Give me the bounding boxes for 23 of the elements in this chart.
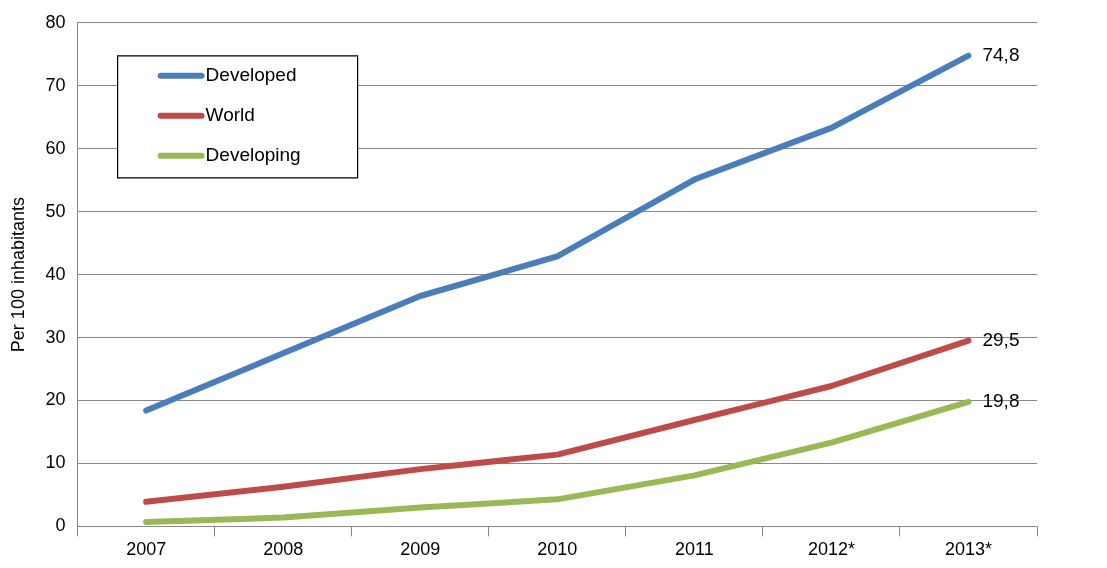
x-tick-label: 2012* (807, 539, 855, 560)
y-tick-label: 70 (45, 74, 66, 95)
y-tick-label: 50 (45, 200, 66, 221)
data-label: 74,8 (982, 43, 1020, 65)
x-tick-label: 2008 (263, 539, 304, 560)
legend-label: Developing (205, 144, 301, 166)
y-tick-label: 0 (55, 515, 66, 536)
x-tick-label: 2009 (400, 539, 441, 560)
legend-label: Developed (205, 64, 297, 86)
y-tick-label: 40 (45, 263, 66, 284)
y-axis-title: Per 100 inhabitants (7, 197, 28, 353)
x-tick-label: 2011 (675, 539, 714, 560)
x-tick-label: 2013* (944, 539, 992, 560)
y-tick-label: 10 (45, 452, 66, 473)
data-label: 19,8 (982, 389, 1020, 411)
y-tick-label: 60 (45, 137, 66, 158)
x-tick-label: 2007 (126, 539, 167, 560)
y-tick-label: 30 (45, 326, 66, 347)
x-tick-label: 2010 (537, 539, 578, 560)
legend-label: World (205, 104, 255, 126)
y-tick-label: 80 (45, 11, 66, 32)
y-tick-label: 20 (45, 389, 66, 410)
data-label: 29,5 (982, 328, 1020, 350)
